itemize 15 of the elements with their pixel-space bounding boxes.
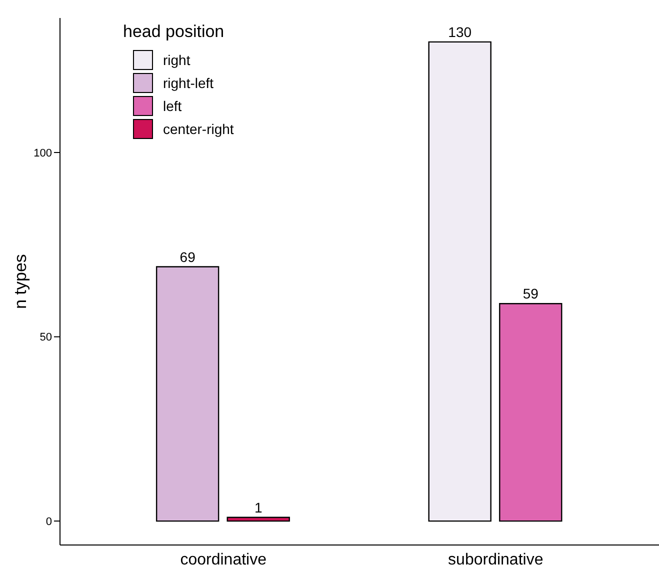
y-tick-label: 100 xyxy=(34,147,52,160)
data-label: 69 xyxy=(180,248,196,265)
legend-label: right-left xyxy=(163,74,214,90)
x-tick-label: coordinative xyxy=(180,551,267,568)
legend-label: center-right xyxy=(163,120,234,136)
legend-label: left xyxy=(163,98,182,114)
legend-label: right xyxy=(163,52,190,68)
legend-title: head position xyxy=(123,22,226,42)
y-tick-label: 0 xyxy=(46,516,52,528)
y-axis-title: n types xyxy=(11,254,30,309)
data-label: 59 xyxy=(522,286,539,302)
x-tick-label: subordinative xyxy=(448,551,544,568)
y-tick-label: 50 xyxy=(40,332,52,344)
data-label: 1 xyxy=(254,499,262,516)
data-label: 130 xyxy=(448,24,472,40)
